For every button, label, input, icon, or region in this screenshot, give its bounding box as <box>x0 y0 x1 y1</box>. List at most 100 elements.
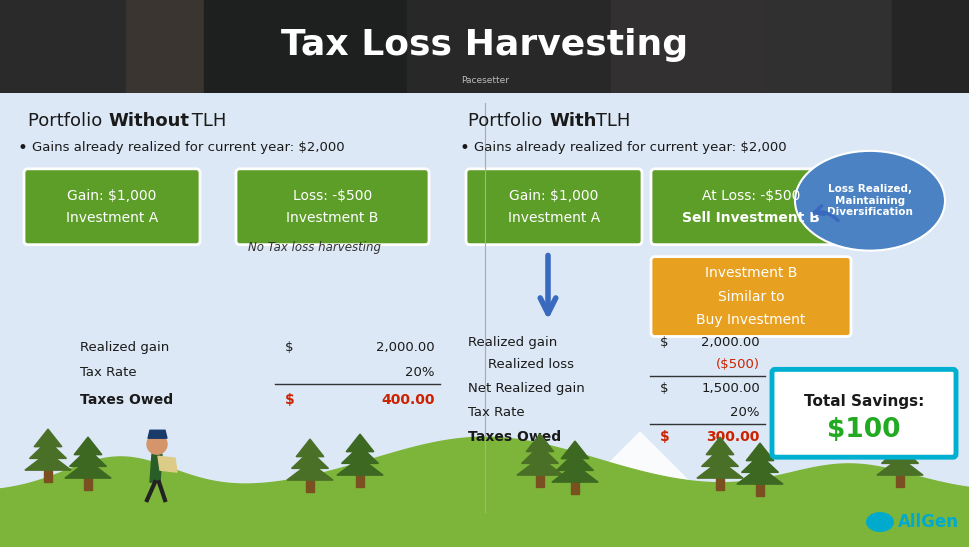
Text: Gains already realized for current year: $2,000: Gains already realized for current year:… <box>32 141 344 154</box>
Text: Loss Realized,
Maintaining
Diversification: Loss Realized, Maintaining Diversificati… <box>827 184 912 217</box>
Bar <box>126 0 203 93</box>
Text: Taxes Owed: Taxes Owed <box>79 393 172 408</box>
Polygon shape <box>44 470 52 482</box>
Text: Tax Loss Harvesting: Tax Loss Harvesting <box>281 28 688 62</box>
Polygon shape <box>521 446 558 463</box>
Polygon shape <box>701 449 737 467</box>
Polygon shape <box>886 434 913 452</box>
Polygon shape <box>895 475 903 487</box>
Text: Investment A: Investment A <box>66 211 158 225</box>
FancyBboxPatch shape <box>650 257 850 336</box>
Text: 20%: 20% <box>405 366 434 379</box>
Text: Investment A: Investment A <box>508 211 600 225</box>
Text: Gain: $1,000: Gain: $1,000 <box>67 189 157 202</box>
Text: $100: $100 <box>827 417 900 443</box>
Text: Investment B: Investment B <box>704 266 797 280</box>
Polygon shape <box>696 461 742 478</box>
Text: Tax Rate: Tax Rate <box>467 406 524 419</box>
Polygon shape <box>876 457 922 475</box>
Polygon shape <box>755 484 764 496</box>
Polygon shape <box>70 449 107 467</box>
Text: At Loss: -$500: At Loss: -$500 <box>702 189 799 202</box>
Polygon shape <box>571 482 578 494</box>
Polygon shape <box>148 430 167 438</box>
Text: No Tax loss harvesting: No Tax loss harvesting <box>248 241 381 254</box>
FancyBboxPatch shape <box>650 169 850 245</box>
Text: TLH: TLH <box>589 112 630 130</box>
Polygon shape <box>65 461 111 478</box>
Bar <box>610 0 766 93</box>
Text: 2,000.00: 2,000.00 <box>376 341 434 354</box>
FancyBboxPatch shape <box>771 369 955 457</box>
Text: Realized gain: Realized gain <box>79 341 169 354</box>
Polygon shape <box>516 457 563 475</box>
Bar <box>766 0 891 93</box>
Text: 300.00: 300.00 <box>705 430 760 444</box>
Text: Investment B: Investment B <box>286 211 378 225</box>
Ellipse shape <box>865 512 893 532</box>
Text: $: $ <box>285 393 295 408</box>
Text: ($500): ($500) <box>715 358 760 371</box>
Text: $: $ <box>659 430 669 444</box>
Polygon shape <box>25 452 71 470</box>
Polygon shape <box>287 463 332 480</box>
Polygon shape <box>705 437 734 455</box>
Text: Portfolio: Portfolio <box>28 112 108 130</box>
Polygon shape <box>336 457 383 475</box>
Text: Buy Investment: Buy Investment <box>696 313 805 327</box>
Bar <box>407 0 610 93</box>
Polygon shape <box>740 455 778 473</box>
Polygon shape <box>84 478 92 490</box>
Polygon shape <box>560 441 588 459</box>
Polygon shape <box>34 429 62 447</box>
Text: $: $ <box>659 382 668 395</box>
Text: Realized gain: Realized gain <box>467 336 556 349</box>
Polygon shape <box>150 454 162 482</box>
Text: TLH: TLH <box>186 112 226 130</box>
FancyBboxPatch shape <box>465 169 641 245</box>
Polygon shape <box>745 443 773 461</box>
Ellipse shape <box>795 151 944 251</box>
Text: 1,500.00: 1,500.00 <box>701 382 760 395</box>
Text: AllGen: AllGen <box>897 513 958 531</box>
Text: Gains already realized for current year: $2,000: Gains already realized for current year:… <box>474 141 786 154</box>
Bar <box>0 0 126 93</box>
Text: Loss: -$500: Loss: -$500 <box>293 189 372 202</box>
Polygon shape <box>158 456 176 472</box>
Polygon shape <box>305 480 314 492</box>
Polygon shape <box>736 467 782 484</box>
Text: •: • <box>18 139 28 157</box>
Text: 20%: 20% <box>730 406 760 419</box>
Text: With: With <box>548 112 596 130</box>
Text: $: $ <box>285 341 294 354</box>
Polygon shape <box>296 439 324 457</box>
Text: Tax Rate: Tax Rate <box>79 366 137 379</box>
Polygon shape <box>74 437 102 455</box>
Polygon shape <box>346 434 373 452</box>
Text: $: $ <box>659 336 668 349</box>
Text: •: • <box>459 139 469 157</box>
Text: Realized loss: Realized loss <box>487 358 574 371</box>
Text: Without: Without <box>108 112 189 130</box>
Text: 2,000.00: 2,000.00 <box>701 336 760 349</box>
Bar <box>891 0 969 93</box>
Polygon shape <box>292 451 328 468</box>
Text: Similar to: Similar to <box>717 289 784 304</box>
Polygon shape <box>881 446 918 463</box>
Polygon shape <box>715 478 723 490</box>
Polygon shape <box>536 475 544 487</box>
FancyBboxPatch shape <box>235 169 428 245</box>
Polygon shape <box>29 441 67 458</box>
Polygon shape <box>551 464 598 482</box>
Text: 400.00: 400.00 <box>381 393 434 408</box>
Polygon shape <box>589 432 689 482</box>
Bar <box>203 0 407 93</box>
Polygon shape <box>356 475 363 487</box>
Text: Net Realized gain: Net Realized gain <box>467 382 584 395</box>
Polygon shape <box>525 434 553 452</box>
Circle shape <box>147 434 167 454</box>
FancyBboxPatch shape <box>24 169 200 245</box>
Polygon shape <box>556 453 593 470</box>
Text: Sell Investment B: Sell Investment B <box>681 211 819 225</box>
Text: Total Savings:: Total Savings: <box>803 393 923 409</box>
